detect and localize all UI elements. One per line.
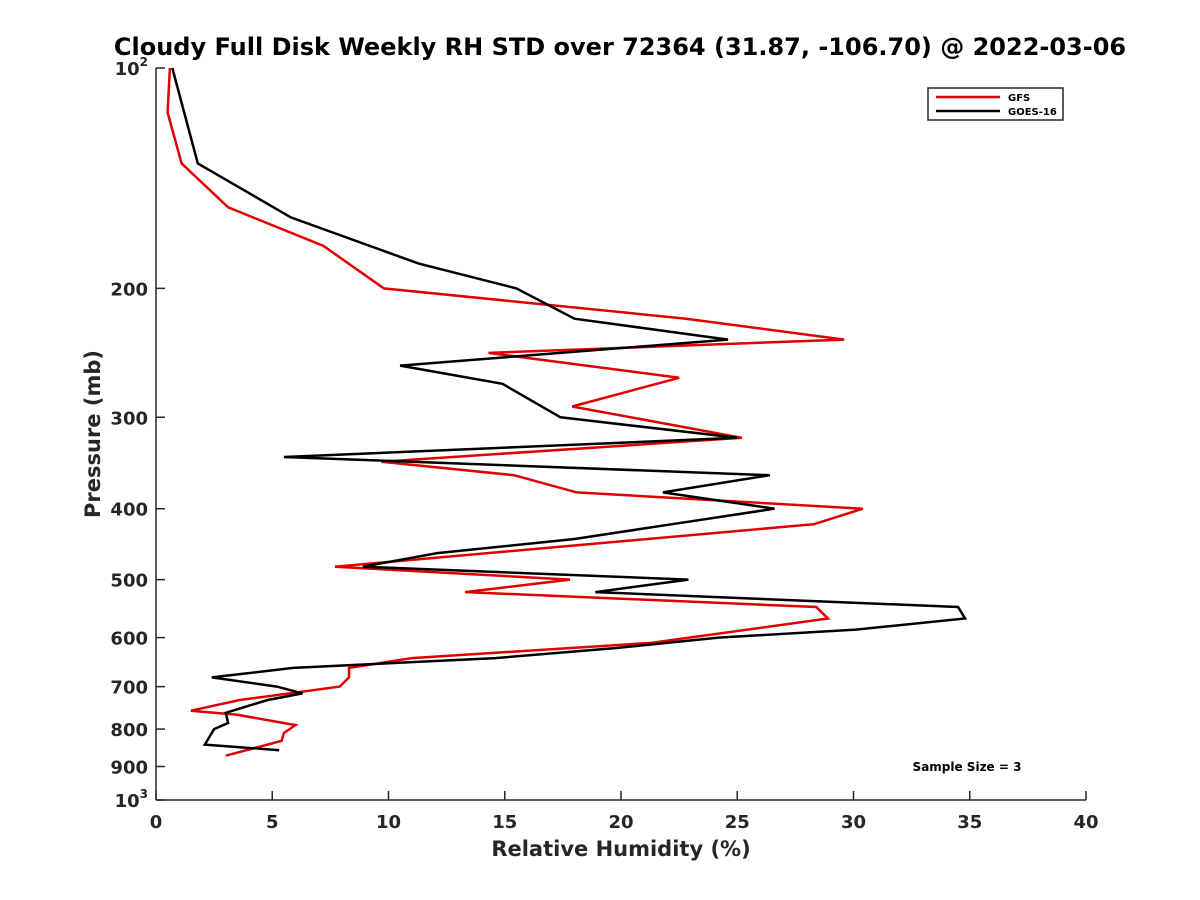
x-tick-label: 0 [150,812,163,833]
chart-title: Cloudy Full Disk Weekly RH STD over 7236… [114,33,1126,61]
y-tick-label: 200 [110,279,148,300]
legend-label-gfs: GFS [1008,93,1030,104]
y-tick-label: 900 [110,758,148,779]
y-tick-label: 300 [110,408,148,429]
y-tick-exponent: 3 [140,787,148,801]
y-tick-label: 800 [110,720,148,741]
series-line-gfs [166,67,864,757]
x-tick-label: 30 [841,812,866,833]
plot-area [155,68,1086,801]
legend: GFS GOES-16 [927,87,1064,121]
y-tick-label: 102 [115,55,148,80]
x-tick-label: 20 [608,812,633,833]
y-tick-label: 103 [115,787,148,812]
y-axis-label: Pressure (mb) [81,350,105,518]
x-tick-label: 5 [266,812,279,833]
y-tick-base: 10 [115,59,140,80]
x-tick-label: 15 [492,812,517,833]
x-tick-label: 40 [1073,812,1098,833]
x-axis-label: Relative Humidity (%) [491,837,750,861]
legend-label-goes-16: GOES-16 [1008,107,1057,118]
y-tick-exponent: 2 [140,55,148,69]
y-tick-label: 600 [110,629,148,650]
sample-size-annotation: Sample Size = 3 [913,760,1022,774]
y-tick-label: 700 [110,678,148,699]
y-tick-base: 10 [115,791,140,812]
x-tick-label: 25 [725,812,750,833]
series-group [166,67,968,757]
x-axis-ticks: 0 5 10 15 20 25 30 35 40 [150,791,1099,833]
x-tick-label: 35 [957,812,982,833]
y-tick-label: 400 [110,500,148,521]
legend-box [927,87,1064,121]
y-tick-label: 500 [110,571,148,592]
series-line-goes-16 [171,67,968,752]
x-tick-label: 10 [376,812,401,833]
